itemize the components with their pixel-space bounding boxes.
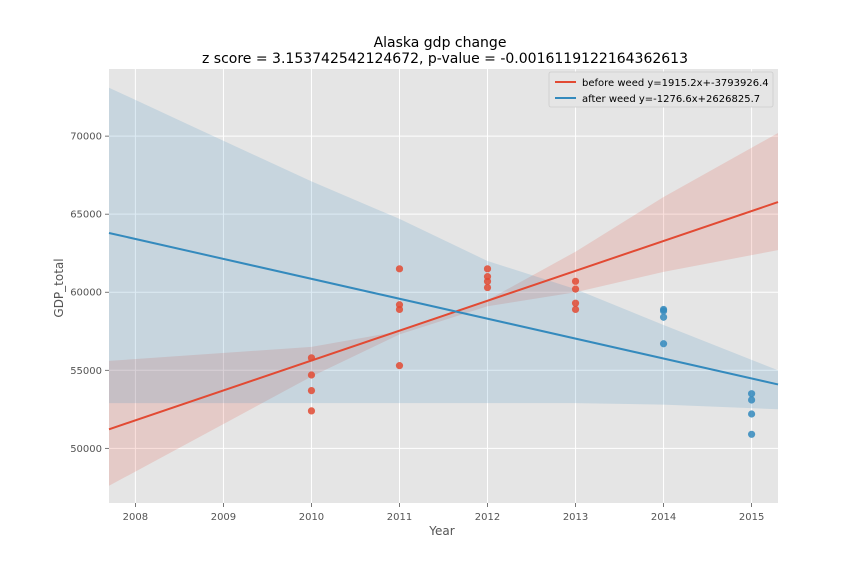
x-axis-label: Year — [428, 524, 454, 538]
y-tick-label: 65000 — [70, 210, 102, 221]
data-point-before — [307, 386, 316, 395]
data-point-after — [747, 430, 756, 438]
confidence-bands — [109, 87, 778, 486]
legend-box — [548, 71, 774, 108]
regression-lines — [108, 201, 779, 431]
data-point-after — [659, 340, 668, 348]
data-point-before — [395, 265, 404, 273]
regression-line-before — [108, 201, 779, 431]
data-point-after — [747, 410, 756, 418]
chart-title: Alaska gdp change — [374, 35, 507, 51]
grid — [109, 69, 778, 503]
data-point-before — [571, 285, 580, 293]
chart-subtitle: z score = 3.153742542124672, p-value = -… — [202, 51, 688, 67]
data-point-after — [747, 396, 756, 404]
x-tick-label: 2010 — [299, 512, 324, 523]
confidence-band-after — [109, 87, 778, 410]
y-ticks: 50000 55000 60000 65000 70000 — [70, 132, 109, 455]
y-axis-label: GDP_total — [52, 258, 66, 317]
y-tick-label: 60000 — [70, 288, 102, 299]
y-tick-label: 50000 — [70, 444, 102, 455]
data-point-before — [307, 354, 316, 362]
data-point-after — [659, 313, 668, 321]
x-ticks: 2008 2009 2010 2011 2012 2013 2014 2015 — [123, 503, 764, 523]
data-point-before — [571, 299, 580, 307]
data-point-before — [571, 305, 580, 314]
scatter-points — [307, 265, 756, 438]
y-tick-label: 55000 — [70, 366, 102, 377]
data-point-after — [747, 390, 756, 398]
x-tick-label: 2012 — [475, 512, 500, 523]
x-tick-label: 2011 — [387, 512, 412, 523]
data-point-before — [395, 362, 404, 370]
legend-label-after: after weed y=-1276.6x+2626825.7 — [582, 94, 760, 105]
data-point-before — [571, 277, 580, 285]
data-point-before — [483, 277, 492, 285]
data-point-before — [483, 283, 492, 292]
legend: before weed y=1915.2x+-3793926.4 after w… — [548, 71, 774, 108]
data-point-before — [307, 407, 316, 415]
data-point-after — [659, 307, 668, 315]
plot-background — [109, 69, 778, 503]
legend-label-before: before weed y=1915.2x+-3793926.4 — [582, 78, 769, 89]
data-point-before — [483, 265, 492, 273]
data-point-before — [395, 305, 404, 314]
regression-line-after — [108, 232, 779, 386]
x-tick-label: 2013 — [563, 512, 588, 523]
y-tick-label: 70000 — [70, 132, 102, 143]
x-tick-label: 2014 — [651, 512, 676, 523]
x-tick-label: 2015 — [739, 512, 764, 523]
x-tick-label: 2009 — [211, 512, 236, 523]
data-point-before — [307, 371, 316, 379]
x-tick-label: 2008 — [123, 512, 148, 523]
